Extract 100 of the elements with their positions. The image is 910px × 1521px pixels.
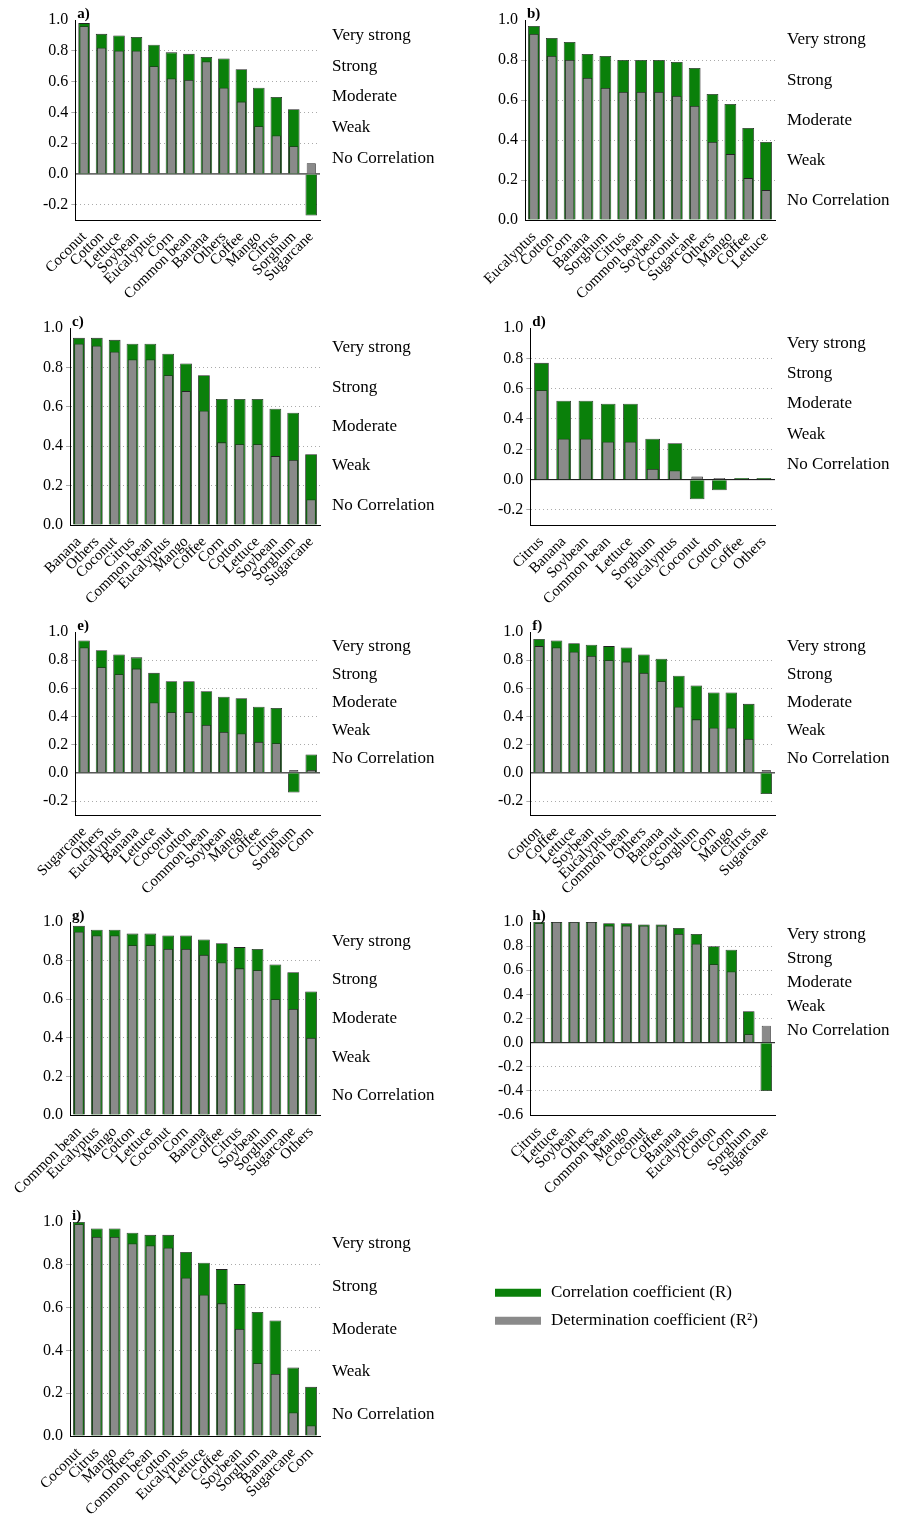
text: Weak — [332, 1361, 371, 1381]
y-tick-label: 0.0 — [503, 469, 524, 487]
y-tick-label: -0.2 — [498, 791, 524, 809]
text: No Correlation — [787, 189, 890, 209]
text: Weak — [787, 423, 826, 443]
text: Strong — [332, 1275, 378, 1295]
text: Weak — [787, 720, 826, 740]
y-tick-label: 1.0 — [503, 318, 524, 336]
y-tick-label: 0.4 — [503, 409, 524, 427]
text: Very strong — [332, 337, 412, 357]
text: Strong — [787, 362, 833, 382]
y-tick-label: 0.0 — [43, 1426, 63, 1444]
y-tick-label: 0.4 — [48, 102, 69, 120]
y-tick-label: 0.2 — [48, 133, 69, 151]
text: Strong — [787, 663, 833, 683]
y-tick-label: -0.4 — [498, 1081, 524, 1099]
chart-title: a) — [77, 5, 90, 23]
text: Moderate — [332, 691, 398, 711]
text: Weak — [332, 1046, 371, 1066]
y-tick-label: 0.2 — [43, 1383, 63, 1401]
text: Moderate — [332, 1318, 398, 1338]
text: No Correlation — [332, 1404, 435, 1424]
y-tick-label: 0.4 — [43, 1340, 63, 1358]
legend-label: Correlation coefficient (R) — [551, 1282, 732, 1302]
y-tick-label: 1.0 — [503, 622, 524, 640]
text: Weak — [332, 117, 371, 137]
text: Weak — [787, 995, 826, 1015]
y-tick-label: 0.2 — [498, 170, 518, 188]
text: No Correlation — [787, 1020, 890, 1040]
y-tick-label: 0.4 — [43, 1028, 63, 1046]
y-tick-label: 0.8 — [503, 936, 524, 954]
y-tick-label: 1.0 — [48, 622, 69, 640]
text: Moderate — [787, 109, 853, 129]
y-tick-label: 0.0 — [498, 210, 518, 228]
y-tick-label: 0.4 — [498, 130, 518, 148]
text: Moderate — [332, 86, 398, 106]
text: Weak — [332, 455, 371, 475]
y-tick-label: 0.0 — [43, 515, 63, 533]
text: No Correlation — [332, 748, 435, 768]
y-tick-label: 0.2 — [43, 1066, 63, 1084]
text: Strong — [787, 69, 833, 89]
text: No Correlation — [787, 748, 890, 768]
chart-title: b) — [527, 5, 541, 23]
y-tick-label: 1.0 — [498, 10, 518, 28]
y-tick-label: 0.0 — [43, 1105, 63, 1123]
text: No Correlation — [332, 1085, 435, 1105]
y-tick-label: 0.6 — [503, 960, 524, 978]
y-tick-label: -0.2 — [43, 791, 69, 809]
y-tick-label: 0.4 — [48, 706, 69, 724]
legend-label: Determination coefficient (R²) — [551, 1310, 758, 1330]
text: Strong — [787, 947, 833, 967]
y-tick-label: 0.8 — [43, 357, 63, 375]
y-tick-label: 0.4 — [43, 436, 63, 454]
y-tick-label: 0.0 — [48, 164, 69, 182]
y-tick-label: -0.6 — [498, 1105, 524, 1123]
chart-title: g) — [72, 907, 85, 925]
text: Moderate — [787, 971, 853, 991]
y-tick-label: 0.8 — [48, 650, 69, 668]
text: Very strong — [332, 24, 412, 44]
y-tick-label: 0.6 — [43, 397, 63, 415]
text: Very strong — [787, 29, 867, 49]
y-tick-label: 1.0 — [48, 10, 69, 28]
y-tick-label: 0.8 — [43, 1255, 63, 1273]
y-tick-label: -0.2 — [498, 1057, 524, 1075]
y-tick-label: 0.6 — [503, 678, 524, 696]
chart-title: i) — [72, 1207, 82, 1225]
text: Strong — [332, 55, 378, 75]
text: Very strong — [787, 923, 867, 943]
text: Weak — [787, 149, 826, 169]
text: No Correlation — [332, 148, 435, 168]
y-tick-label: 0.6 — [48, 678, 69, 696]
text: Strong — [332, 376, 378, 396]
chart-title: f) — [532, 617, 543, 635]
y-tick-label: 0.0 — [48, 763, 69, 781]
y-tick-label: 0.2 — [43, 475, 63, 493]
y-tick-label: 0.6 — [48, 71, 69, 89]
y-tick-label: 0.8 — [503, 348, 524, 366]
text: Very strong — [332, 930, 412, 950]
y-tick-label: 0.4 — [503, 984, 524, 1002]
y-tick-label: 1.0 — [503, 912, 524, 930]
text: Very strong — [787, 332, 867, 352]
chart-title: e) — [77, 617, 89, 635]
y-tick-label: 0.8 — [498, 50, 518, 68]
text: Very strong — [787, 635, 867, 655]
y-tick-label: 0.8 — [503, 650, 524, 668]
y-tick-label: 1.0 — [43, 1212, 63, 1230]
y-tick-label: 0.2 — [48, 734, 69, 752]
y-tick-label: -0.2 — [498, 500, 524, 518]
text: Moderate — [787, 691, 853, 711]
y-tick-label: 0.8 — [48, 40, 69, 58]
y-tick-label: 0.0 — [503, 763, 524, 781]
y-tick-label: 0.8 — [43, 950, 63, 968]
text: No Correlation — [787, 453, 890, 473]
y-tick-label: 0.2 — [503, 1008, 524, 1026]
text: Moderate — [332, 416, 398, 436]
y-tick-label: 0.6 — [43, 989, 63, 1007]
text: Strong — [332, 969, 378, 989]
text: Strong — [332, 663, 378, 683]
y-tick-label: 0.2 — [503, 734, 524, 752]
y-tick-label: 0.4 — [503, 706, 524, 724]
